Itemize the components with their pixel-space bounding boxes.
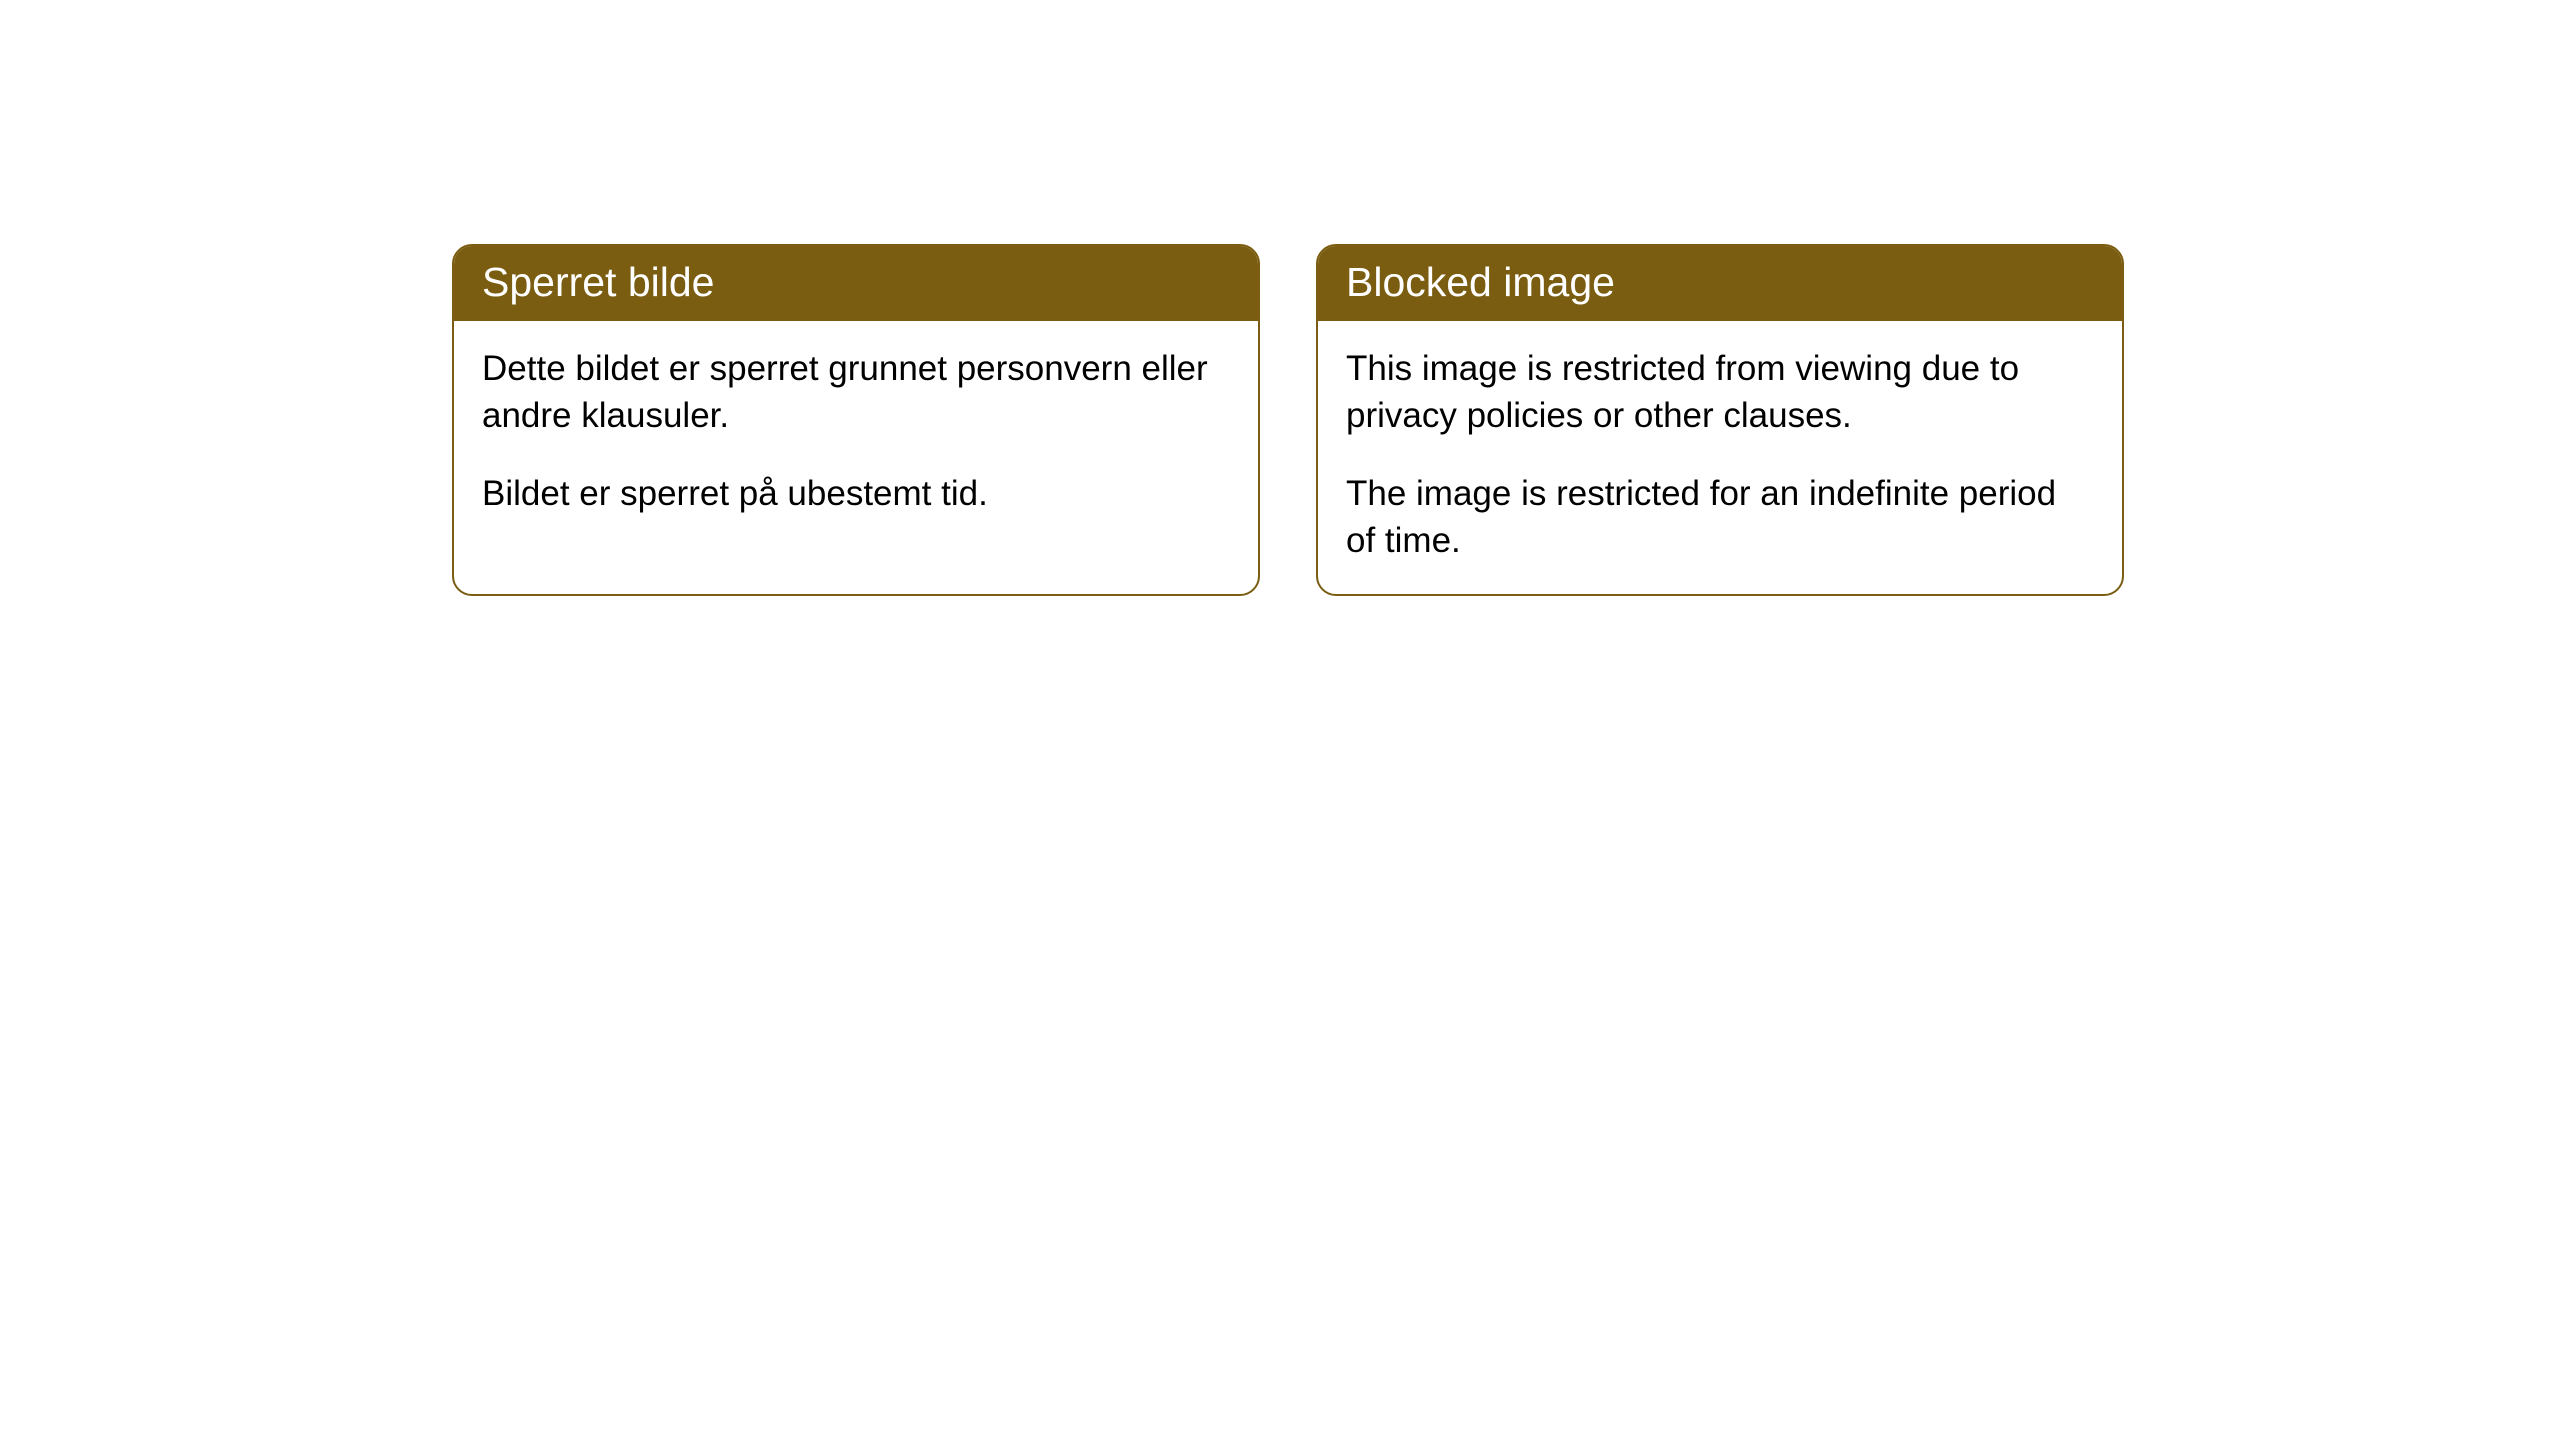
- notice-container: Sperret bilde Dette bildet er sperret gr…: [0, 0, 2560, 596]
- notice-paragraph: The image is restricted for an indefinit…: [1346, 470, 2094, 565]
- notice-card-english: Blocked image This image is restricted f…: [1316, 244, 2124, 596]
- notice-paragraph: Bildet er sperret på ubestemt tid.: [482, 470, 1230, 517]
- card-header: Sperret bilde: [454, 246, 1258, 321]
- card-body: Dette bildet er sperret grunnet personve…: [454, 321, 1258, 547]
- card-body: This image is restricted from viewing du…: [1318, 321, 2122, 594]
- card-header: Blocked image: [1318, 246, 2122, 321]
- notice-paragraph: This image is restricted from viewing du…: [1346, 345, 2094, 440]
- notice-card-norwegian: Sperret bilde Dette bildet er sperret gr…: [452, 244, 1260, 596]
- notice-paragraph: Dette bildet er sperret grunnet personve…: [482, 345, 1230, 440]
